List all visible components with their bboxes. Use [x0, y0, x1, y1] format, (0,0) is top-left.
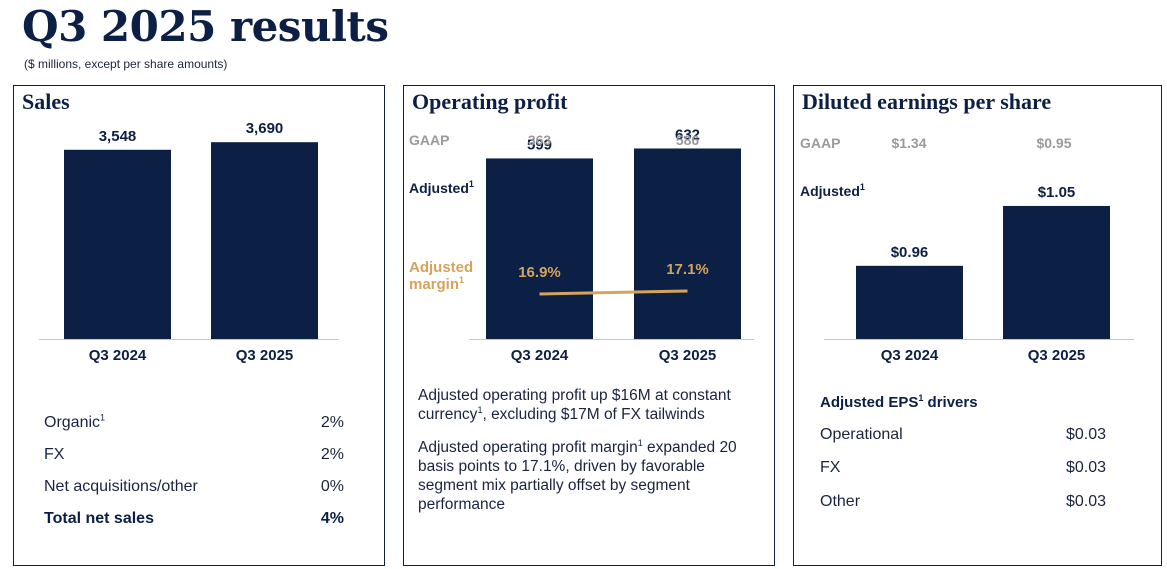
x-tick-label: Q3 2024: [89, 347, 147, 364]
gaap-value: $1.34: [891, 135, 926, 151]
eps-driver-value: $0.03: [1065, 493, 1106, 510]
operating-profit-panel: Operating profit 599 Q3 2024 632 Q3 2025 GAA…: [403, 85, 775, 566]
sales-row-value: 4%: [320, 510, 344, 527]
gaap-label: GAAP: [409, 132, 449, 148]
eps-driver-label: Other: [820, 493, 861, 510]
bar-q3-2024: [856, 265, 963, 339]
eps-driver-label: Operational: [820, 426, 903, 443]
eps-driver-row-fx: FX $0.03: [812, 459, 1106, 479]
bar-q3-2024: [64, 149, 171, 339]
eps-drivers-title-text: Adjusted EPS: [820, 394, 919, 411]
bar-value-label: $1.05: [1038, 184, 1076, 201]
x-tick-label: Q3 2025: [1028, 347, 1086, 364]
eps-drivers-title: Adjusted EPS1 drivers: [812, 394, 1106, 414]
bar-value-label: 632: [675, 126, 700, 143]
x-tick-label: Q3 2025: [659, 347, 717, 364]
footnote-mark: 1: [477, 404, 483, 415]
x-tick-label: Q3 2024: [881, 347, 939, 364]
adjusted-margin-line: [539, 289, 688, 296]
sales-table: Organic1 2% FX 2% Net acquisitions/other…: [34, 412, 344, 534]
bar-q3-2024: [486, 158, 593, 339]
sales-row-label: Net acquisitions/other: [44, 478, 198, 495]
op-note-1-text-cont: , excluding $17M of FX tailwinds: [482, 406, 705, 423]
op-note-1: Adjusted operating profit up $16M at con…: [418, 386, 768, 424]
op-note-2: Adjusted operating profit margin1 expand…: [418, 438, 768, 514]
gaap-label: GAAP: [800, 135, 840, 151]
adjusted-margin-label-line2: margin1: [409, 275, 464, 293]
footnote-mark: 1: [918, 393, 924, 403]
page-subtitle: ($ millions, except per share amounts): [24, 57, 228, 71]
bar-q3-2025: [1003, 205, 1110, 339]
bar-q3-2025: [634, 148, 741, 339]
sales-row-fx: FX 2%: [34, 446, 344, 466]
adjusted-label: Adjusted1: [409, 179, 474, 196]
eps-panel-title: Diluted earnings per share: [802, 89, 1052, 114]
bar-value-label: 3,690: [246, 120, 284, 137]
bar-value-label: 599: [527, 136, 552, 153]
page-title: Q3 2025 results: [22, 2, 389, 51]
bar-value-label: 3,548: [99, 128, 137, 145]
sales-row-total: Total net sales 4%: [34, 510, 344, 530]
eps-driver-value: $0.03: [1065, 459, 1106, 476]
eps-drivers-title-rest: drivers: [923, 394, 978, 411]
sales-row-value: 0%: [320, 478, 344, 495]
operating-profit-chart: 599 Q3 2024 632 Q3 2025 GAAP 363 586 Adjusted1 A…: [409, 126, 754, 364]
footnote-mark: 1: [100, 412, 106, 423]
adjusted-margin-value: 17.1%: [666, 261, 709, 278]
sales-row-value: 2%: [320, 446, 344, 463]
eps-panel: Diluted earnings per share $0.96 Q3 2024 $…: [793, 85, 1162, 566]
op-note-2-text-cont: expanded 20 basis points to 17.1%, drive…: [418, 439, 737, 513]
sales-row-acquisitions: Net acquisitions/other 0%: [34, 478, 344, 498]
bar-value-label: $0.96: [891, 244, 929, 261]
eps-driver-row-other: Other $0.03: [812, 493, 1106, 513]
adjusted-label: Adjusted1: [800, 182, 865, 199]
sales-row-label: Organic: [44, 414, 101, 431]
eps-driver-label: FX: [820, 459, 841, 476]
operating-profit-panel-title: Operating profit: [412, 89, 568, 114]
op-note-2-text: Adjusted operating profit margin: [418, 439, 638, 456]
sales-row-label: FX: [44, 446, 65, 463]
x-tick-label: Q3 2025: [236, 347, 294, 364]
sales-chart: 3,548 Q3 2024 3,690 Q3 2025: [39, 120, 339, 364]
sales-row-label: Total net sales: [44, 510, 154, 527]
bar-q3-2025: [211, 142, 318, 339]
gaap-value: 586: [676, 132, 700, 148]
operating-profit-notes: Adjusted operating profit up $16M at con…: [418, 386, 768, 528]
footnote-mark: 1: [637, 437, 643, 448]
gaap-value: 363: [528, 132, 552, 148]
op-note-1-text: Adjusted operating profit up $16M at con…: [418, 387, 731, 423]
eps-drivers-table: Adjusted EPS1 drivers Operational $0.03 …: [812, 394, 1106, 534]
sales-row-value: 2%: [320, 414, 344, 431]
adjusted-margin-value: 16.9%: [518, 264, 561, 281]
x-tick-label: Q3 2024: [511, 347, 569, 364]
eps-driver-value: $0.03: [1065, 426, 1106, 443]
eps-chart: $0.96 Q3 2024 $1.05 Q3 2025 GAAP $1.34 $0.95 Ad…: [800, 135, 1134, 364]
eps-driver-row-operational: Operational $0.03: [812, 426, 1106, 446]
sales-panel-title: Sales: [22, 89, 70, 114]
sales-row-organic: Organic1 2%: [34, 412, 344, 434]
adjusted-margin-label: Adjusted: [409, 259, 473, 276]
gaap-value: $0.95: [1036, 135, 1071, 151]
sales-panel: Sales 3,548 Q3 2024 3,690 Q3 2025 Organic1 …: [13, 85, 385, 566]
